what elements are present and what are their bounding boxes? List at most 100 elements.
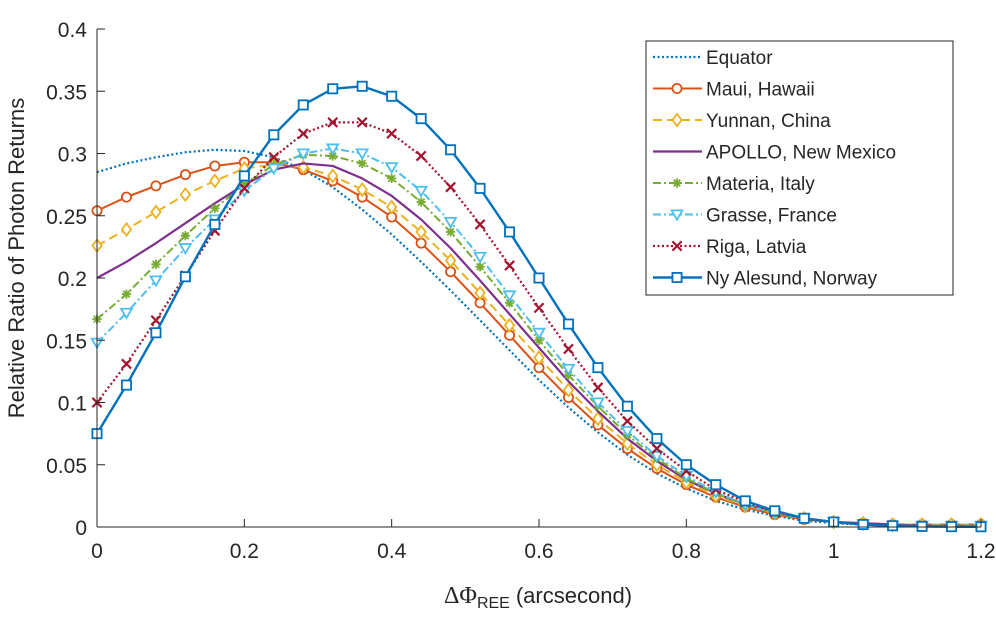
y-tick-label: 0.05 [46, 455, 87, 478]
data-point [356, 116, 368, 128]
data-point [474, 219, 486, 230]
x-tick-label: 0.2 [230, 540, 259, 563]
data-point [887, 520, 899, 532]
y-tick-label: 0 [75, 517, 87, 540]
data-point [325, 143, 340, 156]
data-point [445, 181, 456, 193]
legend-swatch-marker [671, 83, 683, 95]
legend-item: APOLLO, New Mexico [653, 143, 896, 164]
data-point [355, 148, 370, 161]
x-axis-label-unit: (arcsecond) [516, 583, 632, 608]
data-point [503, 317, 516, 333]
data-point [651, 443, 663, 454]
data-point [532, 327, 546, 340]
data-point [209, 218, 221, 230]
data-point [296, 148, 311, 161]
data-point [297, 128, 309, 139]
data-point [385, 199, 398, 215]
data-point [561, 363, 576, 376]
data-point [414, 185, 429, 198]
data-point [533, 350, 545, 366]
data-point [210, 203, 220, 213]
data-point [562, 318, 574, 330]
data-point [592, 362, 604, 374]
y-tick-label: 0.1 [58, 393, 87, 416]
data-point [386, 128, 398, 139]
x-axis-label-symbol: ΔΦ [444, 583, 477, 609]
data-point [151, 259, 161, 269]
data-point [592, 411, 604, 427]
y-tick-label: 0.3 [58, 144, 87, 167]
data-point [121, 358, 132, 370]
data-point [239, 180, 249, 190]
legend-label: APOLLO, New Mexico [706, 143, 896, 164]
x-tick-label: 0.8 [672, 540, 701, 563]
data-point [120, 221, 133, 238]
data-point [443, 216, 458, 229]
data-point [150, 314, 162, 326]
data-point [179, 186, 192, 203]
data-point [592, 382, 604, 393]
data-point [209, 173, 221, 189]
data-point [620, 426, 635, 439]
data-point [238, 170, 250, 182]
data-point [680, 459, 692, 471]
data-point [473, 251, 488, 264]
data-point [533, 272, 545, 284]
legend-label: Yunnan, China [706, 111, 831, 132]
data-point [327, 83, 339, 95]
data-point [179, 271, 191, 283]
data-point [533, 302, 545, 314]
data-point [502, 290, 517, 303]
data-point [798, 512, 810, 524]
data-point [120, 191, 132, 203]
data-point [651, 433, 663, 445]
x-axis-label: ΔΦREE (arcsecond) [444, 583, 632, 612]
data-point [148, 275, 163, 288]
legend: Equator Maui, Hawaii Yunnan, China APOLLO, … [645, 40, 954, 296]
legend-item: Maui, Hawaii [653, 80, 815, 101]
data-point [446, 227, 456, 237]
data-point [384, 162, 399, 175]
data-point [180, 231, 190, 241]
legend-swatch-marker [671, 240, 683, 252]
data-point [739, 495, 751, 507]
y-tick-label: 0.2 [58, 268, 87, 291]
data-point [590, 397, 605, 410]
x-tick-label: 0.4 [377, 540, 407, 563]
data-point [504, 226, 516, 238]
plot-area [90, 80, 988, 533]
data-point [178, 243, 193, 255]
data-point [563, 343, 574, 355]
data-point [328, 151, 338, 161]
data-point [268, 151, 280, 163]
data-point [504, 298, 515, 308]
x-axis-label-subscript: REE [477, 595, 510, 612]
y-axis-label: Relative Ratio of Photon Returns [4, 98, 29, 418]
legend-item: Riga, Latvia [653, 237, 807, 258]
legend-item: Yunnan, China [653, 111, 831, 132]
legend-item: Materia, Italy [653, 174, 815, 195]
data-point [119, 307, 134, 320]
legend-label: Ny Alesund, Norway [706, 269, 878, 290]
data-point [297, 99, 309, 111]
data-point [562, 382, 575, 398]
data-point [121, 289, 132, 299]
y-tick-label: 0.4 [58, 19, 88, 42]
data-point [415, 150, 427, 162]
data-point [238, 182, 250, 194]
legend-item: Equator [653, 48, 773, 69]
y-tick-label: 0.25 [46, 206, 87, 229]
legend-swatch-marker [671, 271, 683, 283]
data-point [150, 180, 162, 192]
data-point [416, 197, 426, 207]
legend-label: Equator [706, 48, 773, 69]
legend-item: Grasse, France [653, 206, 837, 227]
data-point [857, 519, 869, 531]
data-point [150, 327, 162, 339]
x-tick-label: 1.2 [966, 540, 995, 563]
data-point [475, 262, 485, 272]
data-point [769, 505, 781, 517]
data-point [649, 451, 664, 463]
